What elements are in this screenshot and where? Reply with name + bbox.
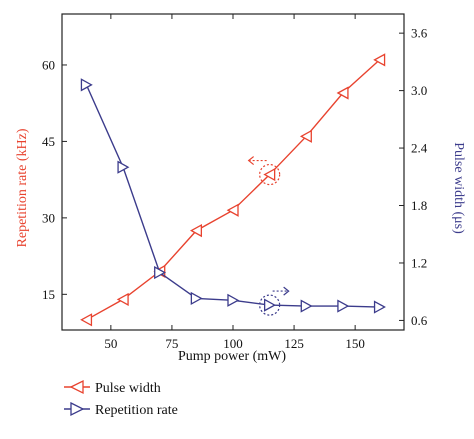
data-point-repetition-rate [154,265,167,280]
plot-frame [61,13,405,331]
data-point-repetition-rate [300,299,313,313]
x-tick-label: 100 [223,336,243,351]
annotation-circle-pulse-width [259,163,281,186]
annotation-arrowhead-pulse-width [247,156,255,166]
left-tick-label: 60 [42,57,55,72]
data-point-repetition-rate [117,160,130,174]
data-point-pulse-width [190,224,203,238]
data-point-repetition-rate [263,298,276,312]
x-tick-label: 50 [104,336,117,351]
left-tick-label: 15 [42,287,55,302]
legend-repetition-rate-label: Repetition rate [95,403,178,418]
data-point-repetition-rate [190,291,203,305]
left-tick-label: 30 [42,210,55,225]
x-tick-label: 150 [345,336,365,351]
data-point-pulse-width [263,167,276,182]
left-axis-title: Repetition rate (kHz) [15,128,30,247]
annotation-circle-repetition-rate [259,294,281,316]
legend: Pulse width Repetition rate [64,379,178,418]
right-axis-title: Pulse width (μs) [451,142,466,234]
plot-layer [80,53,386,327]
right-tick-label: 1.2 [411,255,427,270]
right-tick-label: 3.6 [411,26,428,41]
x-tick-label: 75 [165,336,178,351]
right-tick-label: 2.4 [411,141,428,156]
data-point-repetition-rate [80,78,93,92]
legend-repetition-rate-marker [70,401,85,417]
data-point-pulse-width [80,313,93,327]
legend-pulse-width-marker [69,379,84,395]
data-point-pulse-width [226,203,239,217]
x-axis-title: Pump power (mW) [178,349,286,364]
data-point-repetition-rate [227,293,240,307]
series-line-repetition-rate [85,84,380,308]
right-tick-label: 0.6 [411,313,428,328]
right-tick-label: 3.0 [411,83,427,98]
x-tick-label: 125 [284,336,304,351]
data-point-pulse-width [116,292,129,307]
data-point-pulse-width [373,53,386,67]
right-tick-label: 1.8 [411,198,427,213]
data-point-repetition-rate [373,300,386,314]
legend-pulse-width-label: Pulse width [95,381,161,396]
axis-layer: 50 75 100 125 150 15 30 45 60 0.6 1.2 1.8 2.4 3.0 3.6 [42,13,428,351]
annotation-arrowhead-repetition-rate [283,286,290,296]
data-point-repetition-rate [337,299,350,313]
data-point-pulse-width [299,129,312,143]
data-point-pulse-width [336,86,349,100]
left-tick-label: 45 [42,134,55,149]
